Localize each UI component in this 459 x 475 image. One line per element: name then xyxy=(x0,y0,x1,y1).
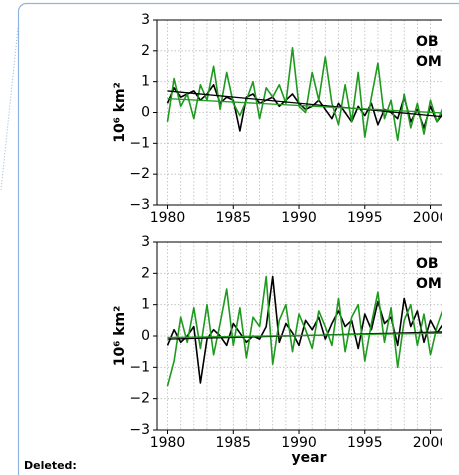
y-tick-label: 3 xyxy=(141,12,150,28)
x-tick-label: 1980 xyxy=(150,210,186,226)
legend-label: OB xyxy=(416,256,439,272)
plot-frame xyxy=(156,19,442,206)
y-tick-label: 2 xyxy=(141,265,150,281)
y-axis-label: 10⁶ km² xyxy=(112,82,128,143)
y-tick-label: 1 xyxy=(141,74,150,90)
y-tick-label: −3 xyxy=(129,422,150,438)
data-line xyxy=(166,84,442,132)
y-tick-label: 1 xyxy=(141,297,150,313)
legend-label: OM xyxy=(416,276,442,292)
data-line xyxy=(166,46,442,142)
y-axis-label: 10⁶ km² xyxy=(112,306,128,367)
x-tick-label: 1990 xyxy=(281,435,317,451)
trend-line xyxy=(167,97,442,114)
y-tick-label: −2 xyxy=(129,166,150,182)
y-tick-label: −3 xyxy=(129,197,150,213)
trend-line xyxy=(167,332,442,339)
data-line xyxy=(166,275,442,384)
comment-box xyxy=(17,2,459,475)
comment-connector xyxy=(0,27,19,191)
y-tick-label: −2 xyxy=(129,391,150,407)
trend-line xyxy=(167,90,442,118)
y-tick-label: −1 xyxy=(129,135,150,151)
legend-label: OM xyxy=(416,54,442,70)
y-tick-label: 3 xyxy=(141,234,150,250)
y-tick-label: 2 xyxy=(141,43,150,59)
x-tick-label: 2000 xyxy=(413,435,449,451)
x-tick-label: 1980 xyxy=(150,435,186,451)
x-tick-label: 1985 xyxy=(215,435,251,451)
y-tick-label: 0 xyxy=(141,328,150,344)
y-tick-label: 0 xyxy=(141,105,150,121)
x-tick-label: 1990 xyxy=(281,210,317,226)
deleted-label: Deleted: xyxy=(24,459,77,472)
data-line xyxy=(166,275,442,387)
x-tick-label: 1985 xyxy=(215,210,251,226)
y-tick-label: −1 xyxy=(129,359,150,375)
x-axis-label: year xyxy=(292,450,327,466)
plot-frame xyxy=(156,241,442,431)
legend-label: OB xyxy=(416,34,439,50)
x-tick-label: 2000 xyxy=(413,210,449,226)
x-tick-label: 1995 xyxy=(347,210,383,226)
x-tick-label: 1995 xyxy=(347,435,383,451)
